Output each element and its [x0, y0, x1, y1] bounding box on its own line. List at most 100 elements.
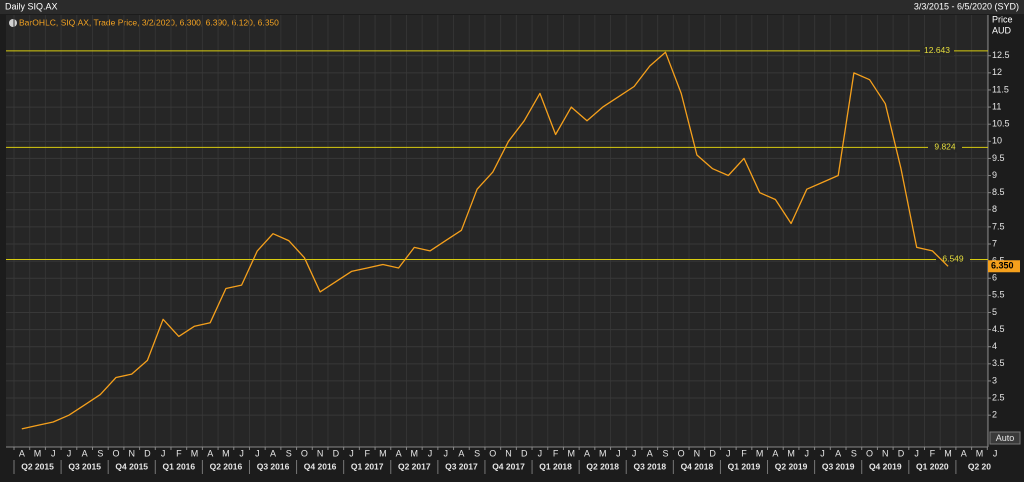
- quarter-label: Q1 2020: [916, 461, 949, 471]
- quarter-label: Q2 2018: [586, 461, 619, 471]
- x-tick-label: J: [726, 448, 731, 458]
- x-tick-label: J: [616, 448, 621, 458]
- auto-button[interactable]: [989, 431, 1021, 445]
- x-tick-label: F: [176, 448, 182, 458]
- level-label: 12.643: [924, 45, 950, 55]
- auto-button-label[interactable]: Auto: [996, 433, 1015, 443]
- x-tick-label: A: [207, 448, 213, 458]
- x-tick-label: O: [866, 448, 873, 458]
- y-tick-label: 11.5: [992, 84, 1009, 94]
- x-tick-label: J: [255, 448, 260, 458]
- x-tick-label: M: [756, 448, 764, 458]
- quarter-label: Q4 2019: [869, 461, 902, 471]
- legend-text: BarOHLC, SIQ.AX, Trade Price, 3/2/2020, …: [19, 17, 279, 27]
- quarter-label: Q4 2017: [492, 461, 525, 471]
- x-tick-label: O: [489, 448, 496, 458]
- quarter-label: Q1 2019: [728, 461, 761, 471]
- header-bar: [0, 0, 1024, 14]
- x-tick-label: A: [835, 448, 841, 458]
- x-tick-label: O: [113, 448, 120, 458]
- quarter-label: Q4 2016: [304, 461, 337, 471]
- quarter-label: Q2 2016: [210, 461, 243, 471]
- y-axis-label: Price: [992, 14, 1013, 24]
- y-tick-label: 10: [992, 136, 1002, 146]
- y-tick-label: 4: [992, 341, 997, 351]
- x-tick-label: S: [97, 448, 103, 458]
- x-tick-label: A: [270, 448, 276, 458]
- x-tick-label: J: [538, 448, 543, 458]
- level-label: 6.549: [942, 254, 964, 264]
- quarter-label: Q4 2015: [115, 461, 148, 471]
- x-tick-label: D: [521, 448, 528, 458]
- x-tick-label: M: [222, 448, 230, 458]
- y-tick-label: 7.5: [992, 221, 1005, 231]
- y-tick-label: 8.5: [992, 187, 1005, 197]
- y-tick-label: 6: [992, 273, 997, 283]
- date-range: 3/3/2015 - 6/5/2020 (SYD): [914, 1, 1019, 11]
- x-tick-label: A: [647, 448, 653, 458]
- price-line: [21, 51, 949, 430]
- x-tick-label: F: [930, 448, 936, 458]
- y-tick-label: 11: [992, 101, 1001, 111]
- x-tick-label: A: [458, 448, 464, 458]
- last-price-label: 6.350: [991, 261, 1014, 271]
- x-tick-label: J: [428, 448, 433, 458]
- x-tick-label: M: [787, 448, 795, 458]
- quarter-label: Q3 2019: [822, 461, 855, 471]
- x-tick-label: O: [678, 448, 685, 458]
- x-tick-label: M: [34, 448, 42, 458]
- x-tick-label: J: [914, 448, 919, 458]
- x-tick-label: S: [662, 448, 668, 458]
- plot-area: [6, 15, 988, 447]
- y-tick-label: 4.5: [992, 324, 1005, 334]
- x-tick-label: J: [239, 448, 244, 458]
- quarter-label: Q2 2015: [21, 461, 54, 471]
- y-tick-label: 9.5: [992, 153, 1005, 163]
- x-tick-label: N: [317, 448, 324, 458]
- x-tick-label: M: [191, 448, 199, 458]
- y-tick-label: 10.5: [992, 119, 1010, 129]
- x-tick-label: M: [599, 448, 607, 458]
- x-tick-label: J: [51, 448, 56, 458]
- x-tick-label: M: [944, 448, 952, 458]
- level-label-bg: [928, 142, 962, 153]
- y-tick-label: 7: [992, 238, 997, 248]
- quarter-label: Q3 2017: [445, 461, 478, 471]
- x-tick-label: J: [161, 448, 166, 458]
- level-label-bg: [920, 45, 954, 56]
- x-tick-label: J: [820, 448, 825, 458]
- y-tick-label: 2.5: [992, 392, 1005, 402]
- y-tick-label: 2: [992, 410, 997, 420]
- x-tick-label: A: [772, 448, 778, 458]
- x-tick-label: F: [553, 448, 559, 458]
- x-tick-label: M: [976, 448, 984, 458]
- quarter-label: Q3 2016: [257, 461, 290, 471]
- x-tick-label: M: [411, 448, 419, 458]
- y-tick-label: 12: [992, 67, 1002, 77]
- y-tick-label: 3.5: [992, 358, 1005, 368]
- quarter-label: Q3 2018: [633, 461, 666, 471]
- quarter-label: Q1 2016: [163, 461, 196, 471]
- x-tick-label: A: [19, 448, 25, 458]
- x-tick-label: J: [805, 448, 810, 458]
- x-tick-label: S: [851, 448, 857, 458]
- x-tick-label: O: [301, 448, 308, 458]
- x-tick-label: J: [632, 448, 637, 458]
- x-tick-label: D: [898, 448, 905, 458]
- x-tick-label: S: [474, 448, 480, 458]
- x-tick-label: M: [568, 448, 576, 458]
- x-tick-label: J: [67, 448, 72, 458]
- x-tick-label: N: [128, 448, 135, 458]
- level-label: 9.824: [934, 142, 956, 152]
- quarter-label: Q2 20: [968, 461, 991, 471]
- x-tick-label: A: [961, 448, 967, 458]
- x-tick-label: D: [144, 448, 151, 458]
- y-tick-label: 3: [992, 375, 997, 385]
- y-tick-label: 8: [992, 204, 997, 214]
- x-tick-label: S: [286, 448, 292, 458]
- last-price-tag: [988, 260, 1020, 273]
- x-tick-label: N: [694, 448, 701, 458]
- x-tick-label: A: [82, 448, 88, 458]
- x-tick-label: F: [364, 448, 370, 458]
- chart-title: Daily SIQ.AX: [5, 1, 58, 11]
